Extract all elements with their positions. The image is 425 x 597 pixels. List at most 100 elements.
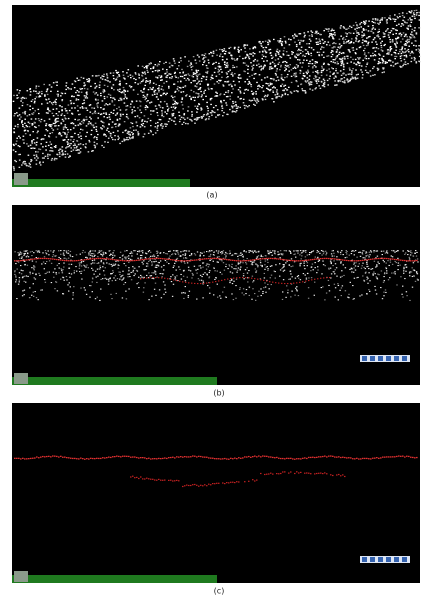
point xyxy=(61,109,63,111)
point xyxy=(198,103,200,105)
point xyxy=(100,120,103,122)
point xyxy=(100,259,103,261)
tool-icon[interactable] xyxy=(362,356,367,361)
point xyxy=(282,457,284,460)
point xyxy=(306,262,309,264)
point xyxy=(253,280,255,282)
tool-icon[interactable] xyxy=(378,356,383,361)
tool-icon[interactable] xyxy=(394,356,399,361)
point xyxy=(132,266,134,268)
tool-icon[interactable] xyxy=(370,557,375,562)
point xyxy=(214,257,216,260)
point xyxy=(164,123,166,125)
point xyxy=(178,266,180,268)
point xyxy=(419,52,421,54)
point xyxy=(369,70,372,72)
point xyxy=(116,455,118,457)
point xyxy=(88,104,91,107)
point xyxy=(27,154,30,156)
point xyxy=(314,281,316,283)
point xyxy=(267,88,269,90)
point xyxy=(62,139,65,141)
point xyxy=(188,260,190,262)
point xyxy=(353,62,355,64)
point xyxy=(272,56,274,58)
point xyxy=(415,32,418,34)
point xyxy=(118,137,120,139)
point xyxy=(99,251,101,253)
point xyxy=(317,43,320,45)
point xyxy=(400,35,402,37)
point xyxy=(409,275,411,277)
point xyxy=(34,126,36,128)
point xyxy=(166,253,169,255)
point xyxy=(222,85,225,87)
point xyxy=(302,40,304,42)
point xyxy=(234,111,237,113)
point xyxy=(91,267,93,269)
tool-icon[interactable] xyxy=(402,557,407,562)
point xyxy=(61,269,63,271)
tool-icon[interactable] xyxy=(370,356,375,361)
point xyxy=(229,83,232,85)
point xyxy=(176,280,178,282)
point xyxy=(118,264,120,267)
point xyxy=(254,260,256,262)
point xyxy=(299,279,302,281)
point xyxy=(352,285,354,287)
point xyxy=(314,267,316,269)
point xyxy=(215,116,217,118)
point xyxy=(245,105,247,107)
point xyxy=(127,69,130,71)
point xyxy=(127,259,129,262)
point xyxy=(166,69,168,71)
point xyxy=(287,289,289,291)
point xyxy=(46,257,48,260)
point xyxy=(129,252,131,255)
point xyxy=(78,262,80,264)
point xyxy=(73,87,76,89)
point xyxy=(406,295,408,297)
tool-icon[interactable] xyxy=(378,557,383,562)
point xyxy=(288,264,291,266)
point xyxy=(279,40,282,42)
point xyxy=(117,138,119,141)
point xyxy=(363,53,366,56)
point xyxy=(47,107,49,109)
point xyxy=(96,94,99,96)
point xyxy=(164,277,166,279)
tool-icon[interactable] xyxy=(362,557,367,562)
point xyxy=(142,252,144,254)
point xyxy=(186,276,188,278)
point xyxy=(404,43,407,45)
point xyxy=(409,254,412,256)
point xyxy=(416,251,418,254)
point xyxy=(231,267,233,269)
point xyxy=(116,113,118,115)
tool-icon[interactable] xyxy=(394,557,399,562)
point xyxy=(328,28,330,30)
point xyxy=(153,254,155,256)
point xyxy=(294,76,297,78)
point xyxy=(126,250,128,252)
point xyxy=(256,81,258,84)
tool-icon[interactable] xyxy=(386,557,391,562)
point xyxy=(367,41,370,43)
tool-icon[interactable] xyxy=(402,356,407,361)
point xyxy=(114,123,116,125)
point xyxy=(397,250,399,252)
point xyxy=(226,73,228,75)
point xyxy=(367,42,369,45)
point xyxy=(328,36,330,38)
point xyxy=(283,250,285,252)
point xyxy=(274,65,276,68)
point xyxy=(270,78,273,80)
point xyxy=(368,251,371,253)
point xyxy=(386,257,388,260)
tool-icon[interactable] xyxy=(386,356,391,361)
point xyxy=(351,47,354,49)
point xyxy=(153,272,155,274)
point xyxy=(370,258,372,260)
point xyxy=(73,270,76,272)
point xyxy=(58,151,61,153)
